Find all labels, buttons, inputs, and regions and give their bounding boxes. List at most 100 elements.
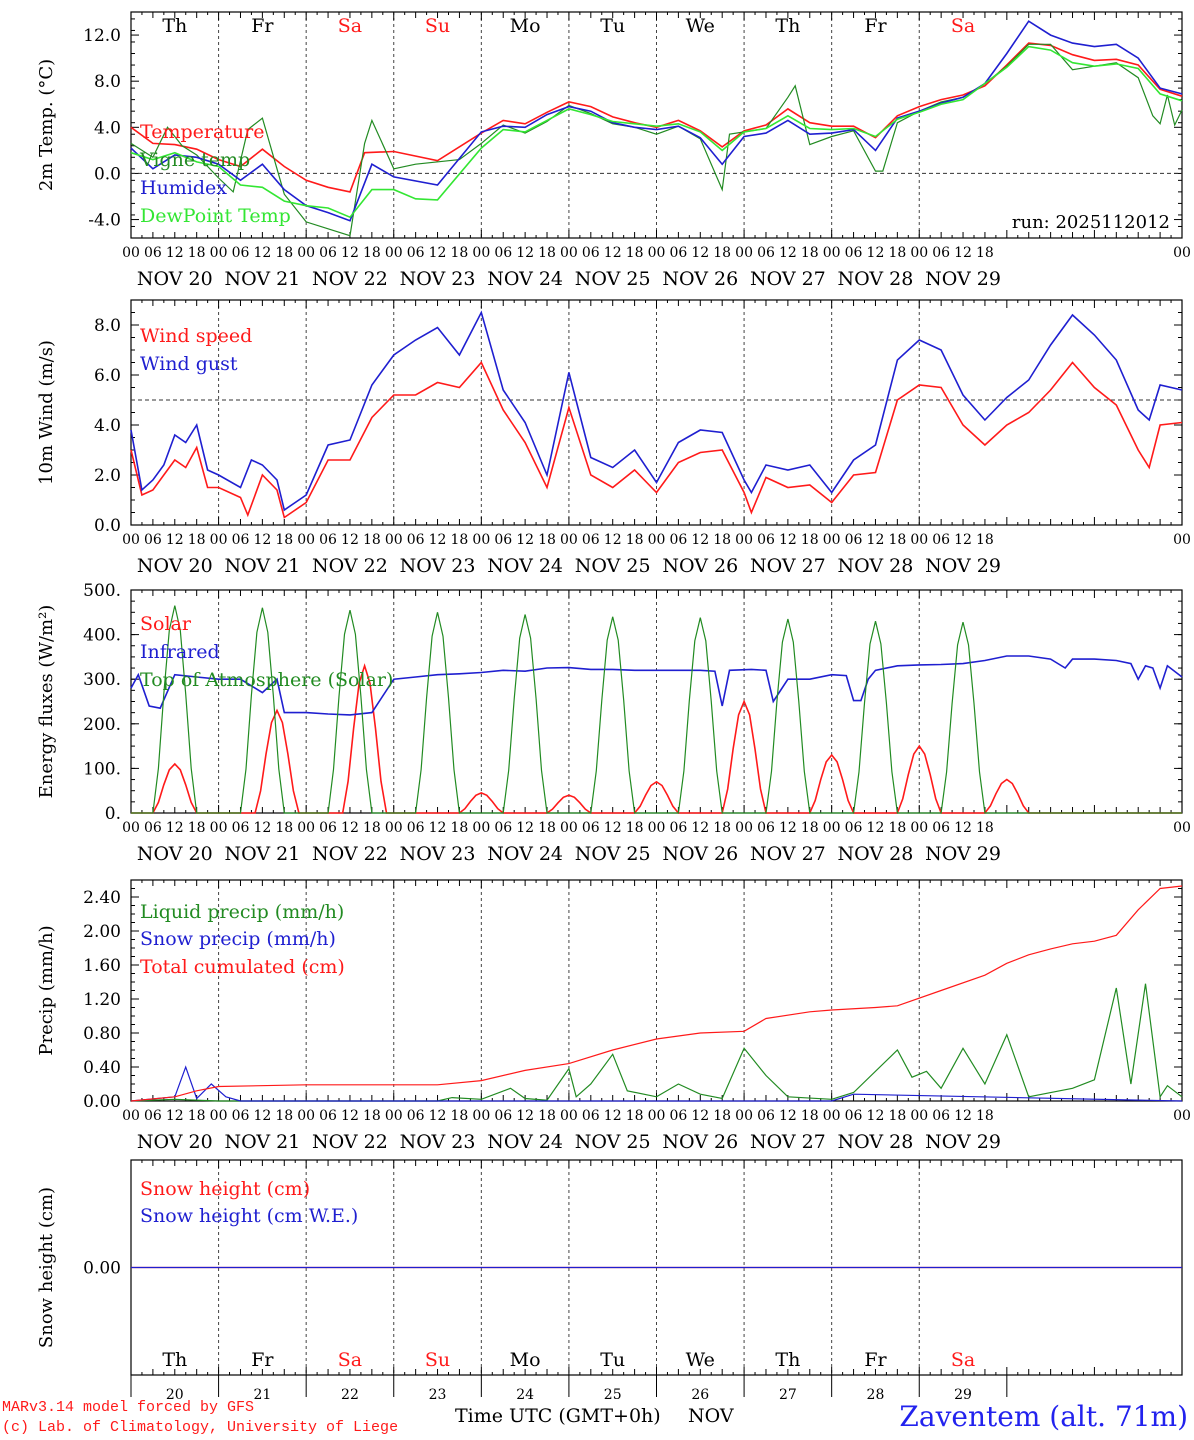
hour-label: 12 (166, 820, 184, 836)
hour-label: 12 (954, 820, 972, 836)
hour-label: 18 (626, 532, 644, 548)
hour-label: 12 (429, 820, 447, 836)
hour-label: 00 (385, 1108, 403, 1124)
hour-label: 12 (516, 532, 534, 548)
hour-label: 06 (582, 245, 600, 261)
hour-label: 00 (297, 532, 315, 548)
hour-label: 18 (801, 532, 819, 548)
day-number-label: 20 (166, 1387, 184, 1403)
hour-label: 18 (188, 245, 206, 261)
y-axis-label: Precip (mm/h) (36, 925, 57, 1055)
hour-label: 06 (319, 245, 337, 261)
hour-label: 12 (691, 532, 709, 548)
hour-label: 00 (122, 1108, 140, 1124)
y-tick-label: 2.40 (83, 888, 121, 908)
y-tick-label: 300. (83, 670, 121, 690)
hour-label: 00 (472, 245, 490, 261)
hour-label: 00 (910, 245, 928, 261)
hour-label: 12 (516, 1108, 534, 1124)
day-number-label: 25 (604, 1387, 622, 1403)
hour-label: 18 (538, 1108, 556, 1124)
series-line-snow-precip-mm-h (130, 1065, 1183, 1102)
hour-label: 18 (363, 1108, 381, 1124)
legend-entry: Top of Atmosphere (Solar) (140, 669, 393, 691)
hour-label: 18 (275, 820, 293, 836)
day-number-label: 24 (516, 1387, 534, 1403)
hour-label: 12 (253, 820, 271, 836)
legend-entry: Snow height (cm W.E.) (140, 1205, 358, 1227)
hour-label: 06 (232, 245, 250, 261)
date-label: NOV 27 (750, 843, 826, 865)
hour-label: 06 (757, 820, 775, 836)
date-label: NOV 29 (925, 555, 1001, 577)
hour-label: 06 (757, 1108, 775, 1124)
hour-label: 06 (932, 820, 950, 836)
y-tick-label: 2.00 (83, 922, 121, 942)
weekday-label: Sa (338, 1349, 362, 1371)
day-number-label: 26 (691, 1387, 709, 1403)
date-label: NOV 29 (925, 268, 1001, 290)
date-label: NOV 29 (925, 843, 1001, 865)
weekday-label: Tu (600, 15, 625, 37)
hour-label: 18 (451, 820, 469, 836)
y-tick-label: 4.0 (94, 416, 121, 436)
hour-label: 12 (341, 1108, 359, 1124)
day-number-label: 29 (954, 1387, 972, 1403)
legend-entry: Wind gust (140, 353, 238, 375)
hour-label: 00 (735, 820, 753, 836)
hour-label: 18 (801, 820, 819, 836)
weekday-label: Fr (864, 1349, 887, 1371)
hour-label: 18 (451, 1108, 469, 1124)
hour-label: 00 (1173, 820, 1191, 836)
hour-label: 12 (429, 1108, 447, 1124)
weekday-label: Su (425, 15, 450, 37)
hour-label: 00 (648, 820, 666, 836)
hour-label: 12 (867, 820, 885, 836)
date-label: NOV 26 (662, 555, 738, 577)
hour-label: 12 (341, 820, 359, 836)
hour-label: 12 (954, 532, 972, 548)
series-line-wind-speed (130, 361, 1183, 519)
hour-label: 00 (735, 1108, 753, 1124)
hour-label: 06 (232, 1108, 250, 1124)
date-label: NOV 29 (925, 1131, 1001, 1153)
weekday-label: Sa (951, 15, 975, 37)
hour-label: 12 (253, 532, 271, 548)
series-line-humidex (130, 20, 1183, 222)
hour-label: 06 (582, 820, 600, 836)
weekday-label: Mo (510, 1349, 541, 1371)
legend-entry: Snow precip (mm/h) (140, 928, 336, 950)
hour-label: 18 (713, 1108, 731, 1124)
weekday-label: Mo (510, 15, 541, 37)
date-label: NOV 20 (137, 268, 213, 290)
day-number-label: 22 (341, 1387, 359, 1403)
hour-label: 12 (516, 245, 534, 261)
hour-label: 06 (494, 1108, 512, 1124)
hour-label: 12 (604, 1108, 622, 1124)
hour-label: 12 (516, 820, 534, 836)
panel-3: 0. 100. 200. 300. 400. 500. Energy fluxes (W/m… (36, 581, 1191, 865)
y-tick-label: 0.80 (83, 1024, 121, 1044)
date-label: NOV 28 (838, 555, 914, 577)
hour-label: 12 (779, 1108, 797, 1124)
hour-label: 00 (297, 245, 315, 261)
panel-4: 0.00 0.40 0.80 1.20 1.60 2.00 2.40 Precip (mm/h… (36, 879, 1191, 1153)
hour-label: 12 (604, 820, 622, 836)
legend-entry: Total cumulated (cm) (140, 956, 345, 978)
date-label: NOV 25 (575, 555, 651, 577)
date-label: NOV 21 (224, 843, 300, 865)
hour-label: 00 (210, 1108, 228, 1124)
hour-label: 00 (823, 245, 841, 261)
legend-entry: Temperature (140, 121, 264, 143)
hour-label: 12 (779, 532, 797, 548)
hour-label: 18 (275, 245, 293, 261)
hour-label: 06 (932, 1108, 950, 1124)
hour-label: 18 (976, 245, 994, 261)
weekday-label: Fr (251, 1349, 274, 1371)
hour-label: 06 (669, 1108, 687, 1124)
series-line-infrared (130, 655, 1183, 716)
hour-label: 12 (341, 532, 359, 548)
hour-label: 06 (407, 820, 425, 836)
date-label: NOV 20 (137, 555, 213, 577)
weekday-label: Tu (600, 1349, 625, 1371)
